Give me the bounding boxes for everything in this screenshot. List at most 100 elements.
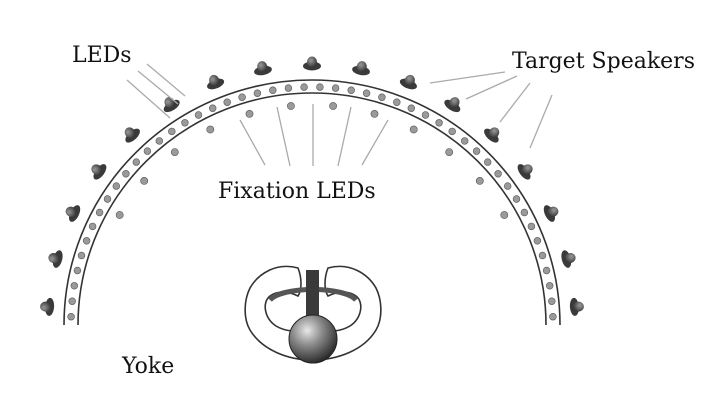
speakers-leader-line bbox=[529, 94, 553, 149]
led-icon bbox=[253, 89, 262, 97]
fixation-led-icon bbox=[286, 102, 295, 110]
led-icon bbox=[484, 158, 492, 166]
fixation-led-icon bbox=[245, 110, 254, 118]
leds-leader-line bbox=[146, 63, 186, 97]
fixation-leds bbox=[115, 102, 509, 219]
fixation-led-icon bbox=[206, 125, 215, 134]
speakers-leader-line bbox=[429, 71, 506, 84]
fixation-leader-line bbox=[276, 106, 291, 167]
fixation-leds-label: Fixation LEDs bbox=[218, 179, 376, 204]
led-icon bbox=[461, 137, 469, 145]
fixation-led-icon bbox=[500, 211, 509, 219]
speaker-icon bbox=[207, 74, 225, 90]
speaker-icon bbox=[254, 61, 272, 76]
speaker-icon bbox=[124, 127, 140, 143]
target-speakers bbox=[40, 56, 584, 316]
led-icon bbox=[238, 93, 246, 101]
head-icon bbox=[288, 314, 338, 364]
led-ring bbox=[67, 83, 557, 321]
led-icon bbox=[549, 313, 557, 321]
leds-leader-line bbox=[126, 79, 171, 119]
led-icon bbox=[407, 104, 415, 112]
speaker-icon bbox=[91, 164, 107, 180]
yoke-post bbox=[306, 270, 319, 316]
led-icon bbox=[527, 222, 536, 231]
hoop-outer-arc bbox=[63, 79, 561, 326]
fixation-led-icon bbox=[475, 176, 484, 185]
led-icon bbox=[68, 297, 76, 305]
speaker-icon bbox=[399, 74, 417, 90]
speaker-icon bbox=[561, 250, 576, 268]
speaker-icon bbox=[303, 56, 321, 71]
led-icon bbox=[393, 98, 401, 106]
speaker-icon bbox=[40, 297, 55, 316]
speaker-icon bbox=[517, 164, 533, 180]
fixation-led-icon bbox=[409, 125, 418, 134]
led-icon bbox=[82, 237, 91, 245]
fixation-led-icon bbox=[329, 102, 337, 110]
fixation-leader-line bbox=[361, 119, 389, 166]
led-icon bbox=[168, 127, 176, 136]
fixation-led-icon bbox=[370, 110, 379, 118]
led-icon bbox=[494, 170, 502, 178]
speakers-leader-line bbox=[499, 82, 531, 123]
fixation-leader-line bbox=[239, 119, 266, 166]
speaker-icon bbox=[352, 61, 370, 76]
led-icon bbox=[533, 237, 542, 245]
leader-lines bbox=[126, 63, 553, 167]
leds-leader-line bbox=[137, 70, 179, 105]
led-icon bbox=[95, 208, 104, 217]
led-icon bbox=[194, 111, 203, 119]
led-icon bbox=[347, 86, 355, 94]
yoke-label: Yoke bbox=[121, 354, 174, 379]
hoop-inner-arc bbox=[77, 92, 547, 326]
speakers-leader-line bbox=[465, 75, 518, 100]
led-icon bbox=[209, 104, 217, 112]
led-icon bbox=[284, 84, 293, 92]
led-icon bbox=[88, 222, 97, 231]
led-icon bbox=[269, 86, 277, 94]
speaker-icon bbox=[65, 205, 81, 222]
speaker-icon bbox=[569, 297, 584, 316]
led-icon bbox=[143, 147, 152, 155]
led-icon bbox=[421, 111, 430, 119]
led-icon bbox=[122, 170, 130, 178]
led-icon bbox=[103, 195, 112, 203]
speaker-icon bbox=[48, 250, 63, 268]
target-speakers-label: Target Speakers bbox=[512, 49, 695, 74]
led-icon bbox=[132, 158, 141, 166]
led-icon bbox=[538, 251, 547, 260]
led-icon bbox=[331, 84, 340, 92]
led-icon bbox=[112, 182, 121, 190]
led-icon bbox=[504, 182, 512, 190]
fixation-led-icon bbox=[140, 176, 149, 185]
fixation-led-icon bbox=[445, 148, 454, 156]
fixation-led-icon bbox=[170, 148, 179, 156]
speaker-icon bbox=[444, 97, 461, 113]
speaker-icon bbox=[543, 205, 559, 222]
fixation-leader-line bbox=[337, 106, 352, 167]
led-icon bbox=[362, 89, 371, 97]
led-icon bbox=[316, 83, 324, 91]
led-icon bbox=[520, 208, 529, 217]
hoop bbox=[63, 79, 561, 326]
led-icon bbox=[448, 127, 456, 136]
yoke bbox=[244, 265, 382, 364]
led-icon bbox=[155, 137, 164, 145]
led-icon bbox=[512, 195, 521, 203]
leds-label: LEDs bbox=[72, 43, 132, 68]
led-icon bbox=[548, 297, 556, 305]
led-icon bbox=[472, 147, 481, 155]
led-icon bbox=[70, 282, 79, 290]
led-icon bbox=[300, 83, 308, 91]
led-icon bbox=[435, 119, 443, 127]
led-icon bbox=[223, 98, 231, 106]
led-icon bbox=[67, 313, 75, 321]
fixation-led-icon bbox=[115, 211, 124, 219]
led-icon bbox=[542, 266, 551, 275]
led-icon bbox=[545, 282, 554, 290]
led-icon bbox=[378, 93, 386, 101]
speaker-icon bbox=[484, 127, 500, 143]
led-icon bbox=[181, 119, 189, 127]
